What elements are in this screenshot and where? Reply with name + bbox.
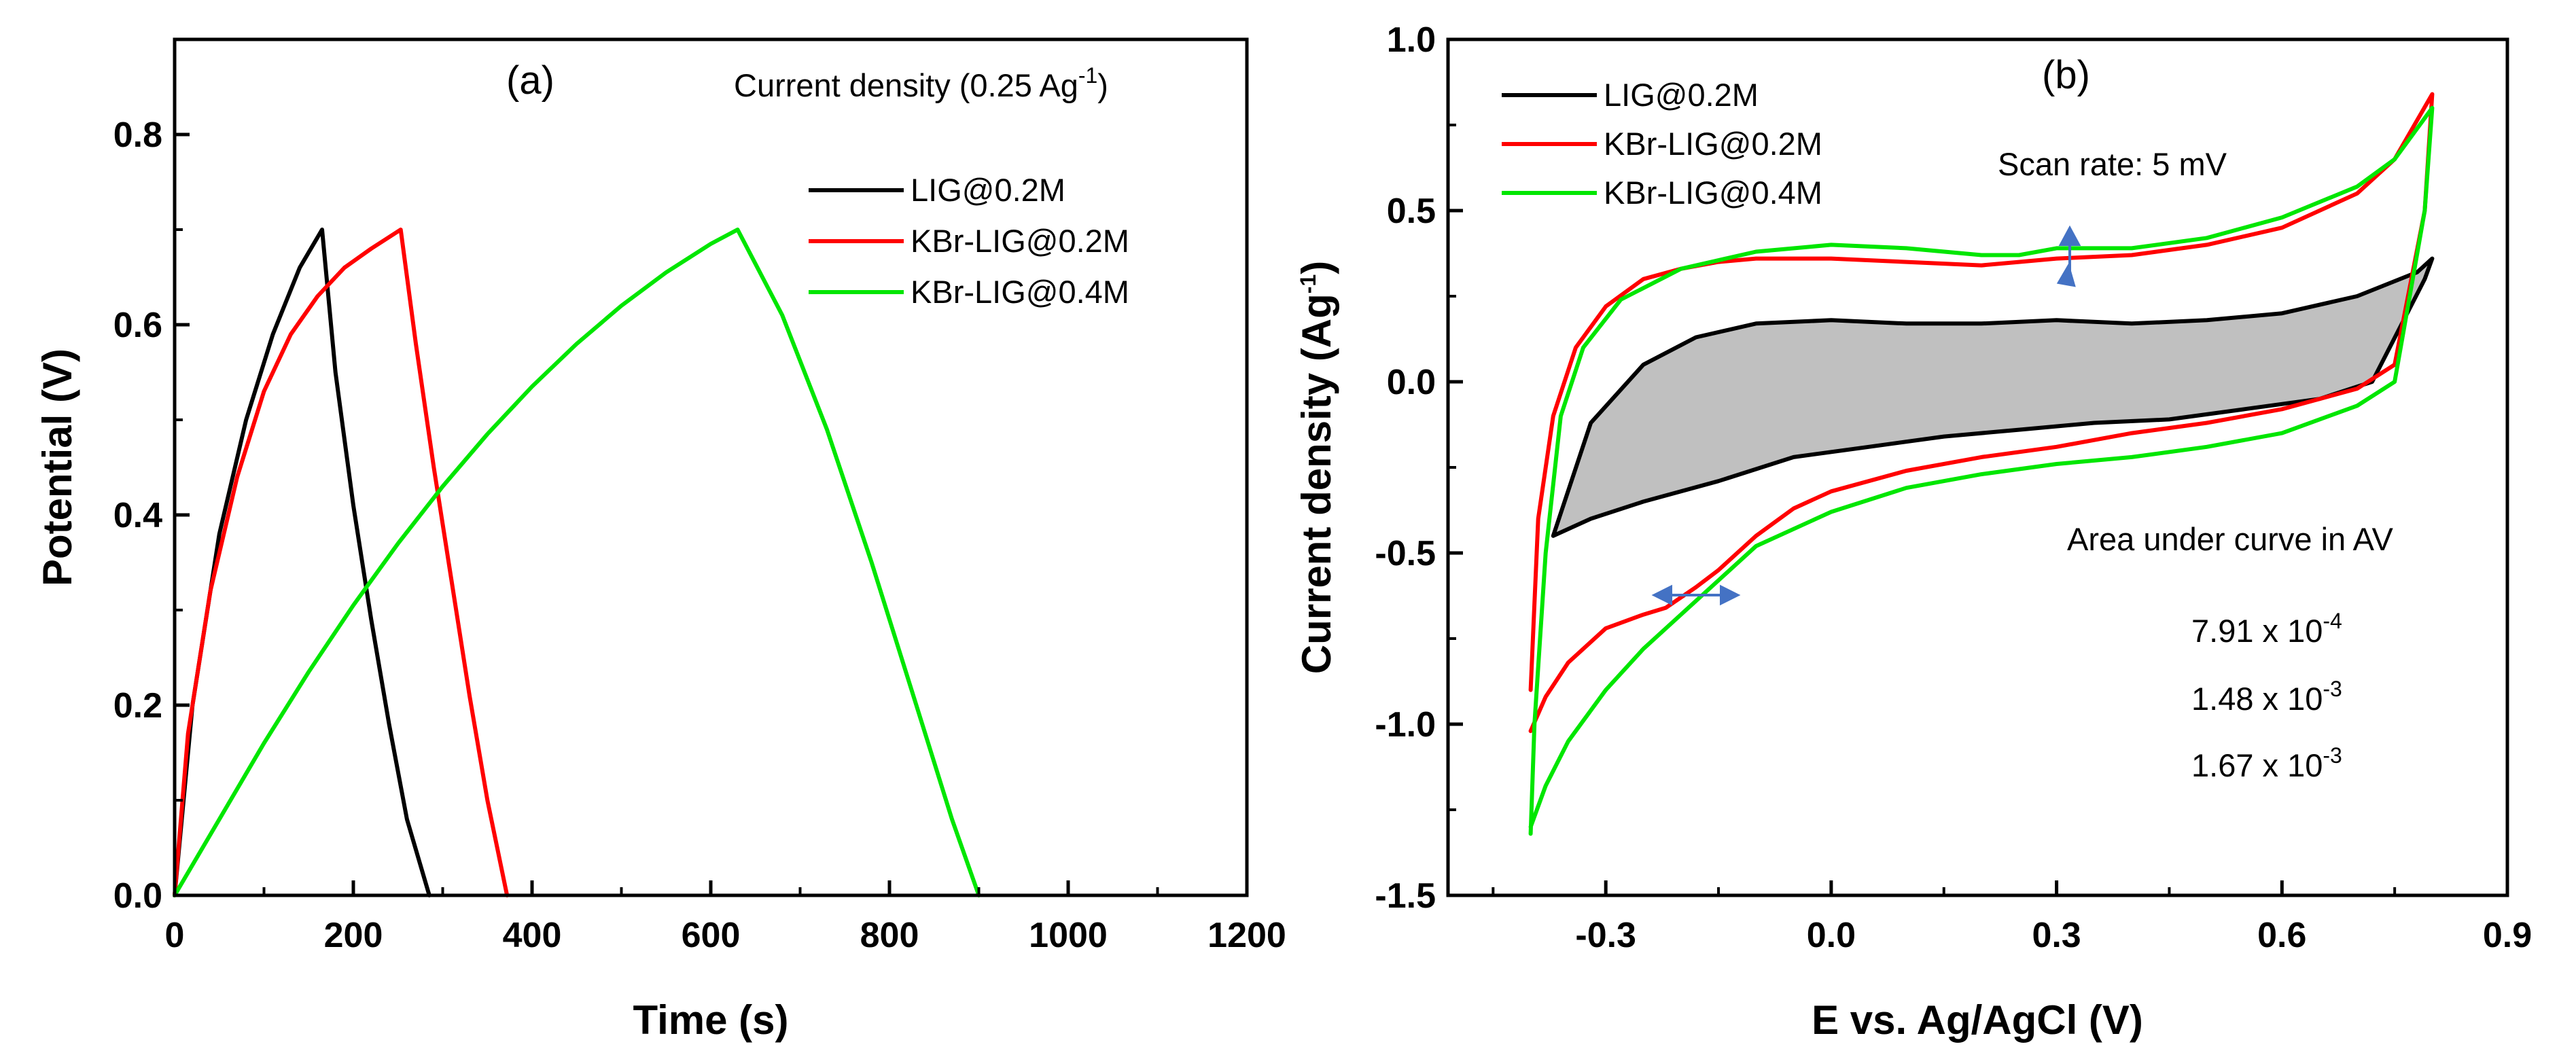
legend-b-label-kbr04: KBr-LIG@0.4M <box>1604 175 1822 211</box>
chart-b-ylabel: Current density (Ag-1) <box>1294 261 1339 674</box>
chart-a-series-lig-0-2m <box>173 228 431 897</box>
area-kbr02-exp: -3 <box>2323 677 2342 701</box>
chart-a-title-annotation: Current density (0.25 Ag-1) <box>734 63 1108 103</box>
chart-b-ticks: -0.3 0.0 0.3 0.6 0.9 -1.5 -1.0 -0.5 0.0 0.5 1.0 <box>1375 20 2532 955</box>
chart-a-ticks: 0 200 400 600 800 1000 1200 0.0 0.2 0.4 0.6 0.8 <box>113 115 1286 955</box>
chart-a-ytick-label: 0.6 <box>113 306 162 345</box>
chart-b-ytick-label: -1.5 <box>1375 876 1436 916</box>
chart-a-xtick-label: 0 <box>165 916 185 955</box>
chart-a-xtick-label: 600 <box>682 916 741 955</box>
chart-b-ytick-label: -1.0 <box>1375 705 1436 745</box>
chart-b-area-kbr04: 1.67 x 10-3 <box>2191 743 2342 783</box>
chart-a-ylabel: Potential (V) <box>35 348 80 586</box>
chart-b-ytick-label: -0.5 <box>1375 534 1436 573</box>
chart-a-series-kbr-lig-0-2m <box>173 228 510 897</box>
chart-a-plot <box>173 228 981 897</box>
chart-a-title-text: Current density (0.25 Ag <box>734 67 1078 103</box>
chart-a-ytick-label: 0.8 <box>113 115 162 155</box>
chart-b-xtick-label: 0.6 <box>2257 916 2306 955</box>
chart-a-panel-label: (a) <box>506 58 554 103</box>
chart-b-scan-rate: Scan rate: 5 mV <box>1998 146 2227 182</box>
chart-b-xtick-label: 0.0 <box>1807 916 1856 955</box>
chart-a-xtick-label: 200 <box>324 916 383 955</box>
chart-b-arrows <box>1651 225 2081 606</box>
area-lig-exp: -4 <box>2323 609 2342 633</box>
chart-b-series-lig-0-2m <box>1551 256 2435 538</box>
chart-b-ylabel-text: Current density (Ag <box>1294 293 1339 674</box>
arrow-upper-head-up <box>2058 225 2081 246</box>
area-kbr02-base: 1.48 x 10 <box>2191 681 2323 717</box>
legend-a-label-kbr04: KBr-LIG@0.4M <box>911 274 1129 310</box>
legend-a-label-kbr02: KBr-LIG@0.2M <box>911 223 1129 259</box>
chart-b-series-kbr-lig-0-4m <box>1528 105 2435 836</box>
arrow-lower-head-left <box>1651 584 1672 606</box>
chart-a-series-kbr-lig-0-4m <box>173 228 981 897</box>
chart-b-area-title: Area under curve in AV <box>2067 521 2393 557</box>
chart-a-frame <box>173 37 1249 897</box>
chart-a-ytick-label: 0.0 <box>113 876 162 916</box>
chart-b-xtick-label: 0.3 <box>2032 916 2081 955</box>
arrow-lower-head-right <box>1720 584 1741 606</box>
chart-b-legend: LIG@0.2M KBr-LIG@0.2M KBr-LIG@0.4M <box>1502 77 1822 211</box>
chart-a: 0 200 400 600 800 1000 1200 0.0 0.2 0.4 0.6 0.8 (a)… <box>35 37 1286 1043</box>
chart-a-ytick-label: 0.4 <box>113 496 162 535</box>
chart-b-xtick-label: 0.9 <box>2483 916 2532 955</box>
chart-b-ytick-label: 1.0 <box>1387 20 1436 60</box>
chart-a-ytick-label: 0.2 <box>113 686 162 726</box>
chart-a-xtick-label: 1200 <box>1207 916 1286 955</box>
chart-b-ylabel-sup: -1 <box>1296 274 1320 293</box>
chart-a-xtick-label: 400 <box>503 916 562 955</box>
chart-a-title-sup: -1 <box>1078 63 1097 88</box>
legend-a-label-lig: LIG@0.2M <box>911 172 1065 208</box>
chart-a-title-close: ) <box>1097 67 1108 103</box>
chart-b-ytick-label: 0.0 <box>1387 363 1436 402</box>
arrow-upper-head-down <box>2056 262 2076 287</box>
chart-b-xlabel: E vs. Ag/AgCl (V) <box>1812 997 2143 1043</box>
chart-b-area-kbr02: 1.48 x 10-3 <box>2191 677 2342 717</box>
chart-b-series-fill-0 <box>1553 258 2433 536</box>
chart-b-area-lig: 7.91 x 10-4 <box>2191 609 2342 649</box>
area-lig-base: 7.91 x 10 <box>2191 613 2323 649</box>
chart-a-xlabel: Time (s) <box>633 997 789 1043</box>
chart-a-xtick-label: 1000 <box>1029 916 1108 955</box>
area-kbr04-exp: -3 <box>2323 743 2342 768</box>
chart-a-xtick-label: 800 <box>860 916 919 955</box>
area-kbr04-base: 1.67 x 10 <box>2191 747 2323 783</box>
chart-b: -0.3 0.0 0.3 0.6 0.9 -1.5 -1.0 -0.5 0.0 0.5 1.0 (b… <box>1294 20 2532 1043</box>
chart-b-plot <box>1528 92 2435 836</box>
chart-a-legend: LIG@0.2M KBr-LIG@0.2M KBr-LIG@0.4M <box>809 172 1129 310</box>
chart-b-ylabel-close: ) <box>1294 261 1339 274</box>
chart-b-ytick-label: 0.5 <box>1387 192 1436 231</box>
legend-b-label-kbr02: KBr-LIG@0.2M <box>1604 126 1822 162</box>
chart-b-panel-label: (b) <box>2042 53 2090 97</box>
legend-b-label-lig: LIG@0.2M <box>1604 77 1759 113</box>
chart-b-xtick-label: -0.3 <box>1575 916 1636 955</box>
